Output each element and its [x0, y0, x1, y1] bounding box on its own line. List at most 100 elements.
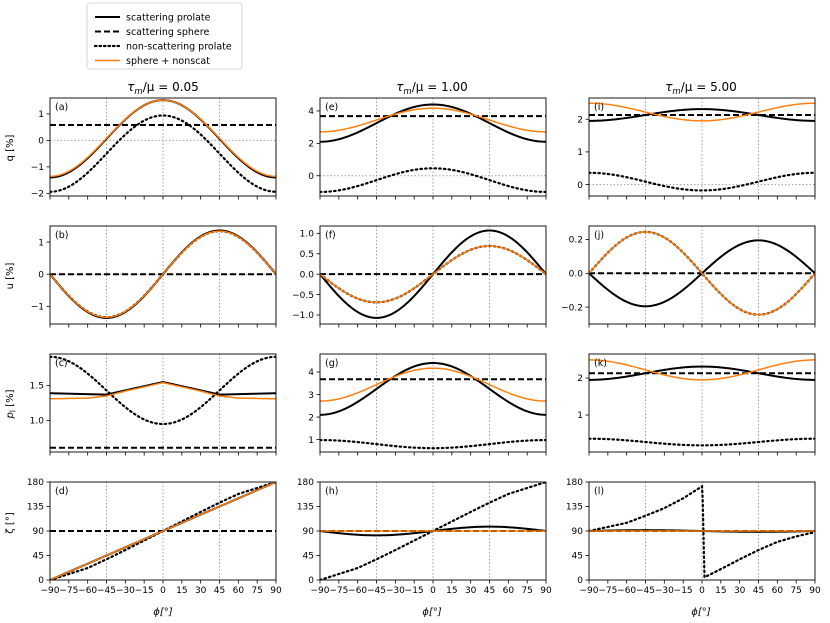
x-tick-label: 45 [214, 586, 225, 596]
x-tick-label: −45 [636, 586, 655, 596]
x-tick-label: 90 [540, 586, 552, 596]
x-tick-label: 90 [809, 586, 821, 596]
y-tick-label: 0 [38, 576, 44, 586]
y-tick-label: 180 [297, 478, 314, 488]
y-tick-label: 3 [308, 391, 314, 401]
y-tick-label: 1 [577, 148, 583, 158]
legend-frame [86, 2, 243, 70]
panel-label: (h) [325, 486, 338, 497]
x-tick-label: 15 [446, 586, 457, 596]
series-sphere-plus-nonscat [320, 107, 546, 133]
y-tick-label: 0 [308, 172, 314, 182]
y-tick-label: 1 [308, 436, 314, 446]
y-tick-label: 0.0 [300, 270, 315, 280]
x-tick-label: −15 [135, 586, 154, 596]
x-tick-label: 60 [503, 586, 515, 596]
panel-d: 0 45 90 135 180 −90 −75 −60 −45 −30 −15 0 15 30 45 60 75… [27, 478, 282, 596]
series-non-scattering-prolate [320, 438, 546, 450]
x-tick-label: 0 [160, 586, 166, 596]
y-tick-label: 0.0 [569, 270, 584, 280]
series-scattering-prolate [589, 365, 815, 381]
x-tick-label: 90 [270, 586, 282, 596]
y-tick-label: 90 [303, 527, 315, 537]
panel-g: 1 2 3 4 (g) [308, 353, 547, 456]
y-tick-label: −2 [31, 190, 44, 200]
y-tick-label: −1 [31, 163, 44, 173]
x-tick-label: 45 [753, 586, 764, 596]
panel-l: 0 45 90 135 180 −90 −75 −60 −45 −30 −15 0 15 30 45 60 75… [566, 478, 821, 596]
series-sphere-plus-nonscat [50, 99, 276, 178]
y-tick-label: 180 [566, 478, 583, 488]
y-tick-label: 1.0 [300, 230, 315, 240]
x-tick-label: 60 [233, 586, 245, 596]
panel-label: (j) [594, 230, 604, 241]
legend-label-scattering-prolate: scattering prolate [126, 13, 211, 24]
panels: −2−101(a)−101(b)1.01.5(c)04590135180−90−… [27, 97, 821, 596]
panel-label: (d) [55, 486, 68, 497]
series-sphere-plus-nonscat [320, 245, 546, 304]
panel-a: −2 −1 0 1 (a) [31, 97, 277, 200]
y-tick-label: 1.5 [30, 382, 44, 392]
y-tick-label: 0 [308, 576, 314, 586]
panel-label: (k) [594, 358, 607, 369]
x-tick-label: −90 [580, 586, 599, 596]
y-label-q: q [%] [5, 134, 16, 161]
x-tick-label: −60 [78, 586, 97, 596]
panel-j: −0.2 0.0 0.2 (j) [561, 225, 816, 328]
x-tick-label: −90 [311, 586, 330, 596]
x-tick-label: 30 [734, 586, 746, 596]
y-label-pl: pl [%] [5, 389, 18, 419]
x-tick-label: −90 [41, 586, 60, 596]
y-tick-label: 135 [27, 503, 44, 513]
panel-f: −1.0 −0.5 0.0 0.5 1.0 (f) [292, 225, 547, 328]
panel-e: 0 2 4 (e) [308, 97, 547, 200]
y-tick-label: 45 [303, 552, 314, 562]
column-title-3: τm/μ = 5.00 [665, 80, 737, 97]
y-tick-label: 180 [27, 478, 44, 488]
series-sphere-plus-nonscat [50, 482, 276, 580]
panel-c: 1.0 1.5 (c) [30, 353, 277, 456]
y-tick-label: 45 [572, 552, 583, 562]
series-non-scattering-prolate [589, 437, 815, 447]
x-tick-label: −30 [116, 586, 135, 596]
x-label-col2: ϕ[°] [422, 607, 441, 618]
x-tick-label: 15 [176, 586, 187, 596]
x-tick-label: −30 [655, 586, 674, 596]
y-tick-label: 135 [566, 503, 583, 513]
y-tick-label: −1.0 [292, 311, 314, 321]
y-tick-label: 2 [308, 140, 314, 150]
x-tick-label: 0 [430, 586, 436, 596]
x-tick-label: −75 [59, 586, 78, 596]
y-tick-label: 1.0 [30, 417, 45, 427]
legend-label-sphere-plus-nonscat: sphere + nonscat [126, 56, 210, 67]
x-tick-label: −15 [674, 586, 693, 596]
x-tick-label: 15 [715, 586, 726, 596]
series-sphere-plus-nonscat [50, 230, 276, 319]
panel-k: 1 2 (k) [577, 353, 816, 456]
y-tick-label: 4 [308, 368, 314, 378]
y-tick-label: 45 [33, 552, 44, 562]
y-tick-label: 0 [577, 576, 583, 586]
panel-label: (b) [55, 230, 68, 241]
series-non-scattering-prolate [320, 167, 546, 194]
x-tick-label: 30 [195, 586, 207, 596]
x-tick-label: 75 [790, 586, 801, 596]
x-tick-label: 45 [484, 586, 495, 596]
y-tick-label: 1 [38, 110, 44, 120]
y-tick-label: −1 [31, 303, 44, 313]
series-non-scattering-prolate [50, 355, 276, 426]
panel-b: −1 0 1 (b) [31, 225, 277, 328]
panel-i: 0 1 2 (i) [577, 97, 816, 200]
x-label-col3: ϕ[°] [691, 607, 710, 618]
y-tick-label: 2 [308, 413, 314, 423]
legend-label-non-scattering-prolate: non-scattering prolate [126, 42, 232, 53]
x-tick-label: 60 [772, 586, 784, 596]
x-tick-label: 75 [521, 586, 532, 596]
y-tick-label: 0 [38, 270, 44, 280]
x-tick-label: −45 [367, 586, 386, 596]
x-tick-label: 0 [699, 586, 705, 596]
x-tick-label: −60 [348, 586, 367, 596]
y-label-u: u [%] [5, 262, 16, 289]
series-non-scattering-prolate [589, 484, 815, 580]
